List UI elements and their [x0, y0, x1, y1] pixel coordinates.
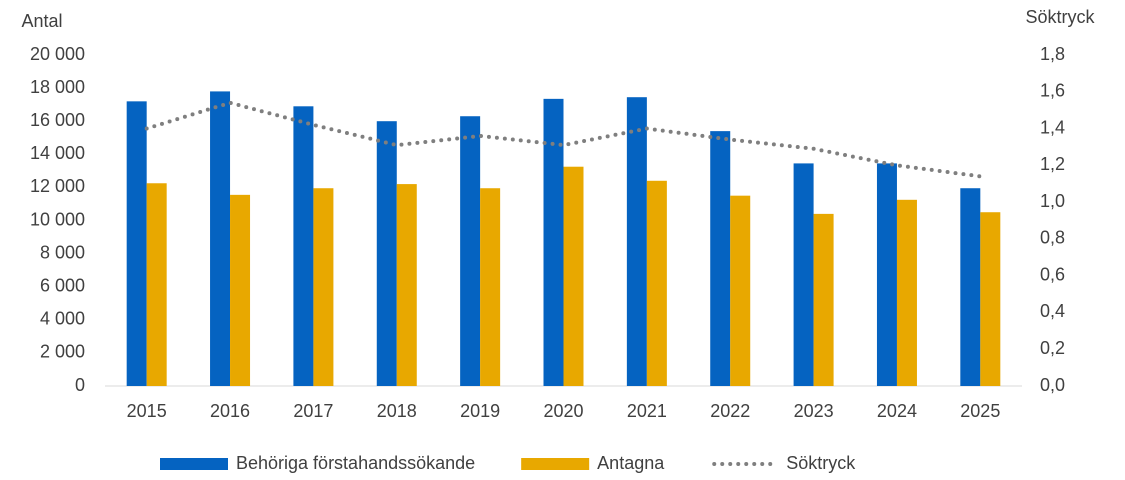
legend-swatch	[521, 458, 590, 470]
bar	[210, 91, 231, 386]
x-tick-label: 2024	[877, 401, 917, 421]
bar	[793, 163, 814, 386]
bar	[896, 199, 917, 386]
y2-tick-label: 1,4	[1040, 117, 1065, 137]
legend-label: Behöriga förstahandssökande	[236, 453, 475, 473]
bar	[626, 97, 647, 386]
bar	[813, 213, 834, 386]
bar	[460, 116, 481, 387]
bar	[126, 101, 147, 386]
x-tick-label: 2021	[627, 401, 667, 421]
y-tick-label: 6 000	[40, 275, 85, 295]
x-tick-label: 2019	[460, 401, 500, 421]
x-tick-label: 2023	[794, 401, 834, 421]
bar	[230, 194, 251, 386]
x-tick-label: 2015	[127, 401, 167, 421]
legend-label: Söktryck	[786, 453, 856, 473]
bar	[146, 183, 167, 386]
y2-tick-label: 1,0	[1040, 191, 1065, 211]
y-tick-label: 8 000	[40, 242, 85, 262]
y-tick-label: 18 000	[30, 77, 85, 97]
bar	[313, 188, 334, 386]
y2-tick-label: 1,8	[1040, 44, 1065, 64]
y2-tick-label: 0,4	[1040, 301, 1065, 321]
bar	[293, 106, 314, 387]
bar	[396, 184, 417, 386]
x-tick-label: 2017	[293, 401, 333, 421]
line-series	[144, 100, 983, 179]
legend-swatch	[160, 458, 228, 470]
bar	[376, 121, 397, 386]
y-tick-label: 10 000	[30, 209, 85, 229]
y2-tick-label: 0,6	[1040, 264, 1065, 284]
y2-tick-label: 1,2	[1040, 154, 1065, 174]
y2-tick-label: 1,6	[1040, 81, 1065, 101]
bar	[710, 131, 731, 386]
y-tick-label: 0	[75, 375, 85, 395]
y2-axis-title: Söktryck	[1025, 7, 1095, 27]
y-tick-label: 14 000	[30, 143, 85, 163]
y-axis-title: Antal	[21, 11, 62, 31]
bar	[960, 188, 981, 386]
x-tick-label: 2016	[210, 401, 250, 421]
y2-tick-label: 0,2	[1040, 338, 1065, 358]
bar	[563, 166, 584, 386]
legend-label: Antagna	[597, 453, 665, 473]
x-tick-label: 2022	[710, 401, 750, 421]
x-tick-label: 2020	[543, 401, 583, 421]
bar	[980, 212, 1001, 386]
bar	[876, 163, 897, 386]
x-tick-label: 2018	[377, 401, 417, 421]
y-tick-label: 4 000	[40, 309, 85, 329]
x-tick-label: 2025	[960, 401, 1000, 421]
y-tick-label: 16 000	[30, 110, 85, 130]
bar	[543, 98, 564, 387]
y-tick-label: 12 000	[30, 176, 85, 196]
y2-tick-label: 0,0	[1040, 375, 1065, 395]
y-tick-label: 20 000	[30, 44, 85, 64]
y2-tick-label: 0,8	[1040, 228, 1065, 248]
y-tick-label: 2 000	[40, 342, 85, 362]
bar	[730, 195, 751, 386]
bar	[480, 188, 501, 386]
bar	[646, 180, 667, 386]
